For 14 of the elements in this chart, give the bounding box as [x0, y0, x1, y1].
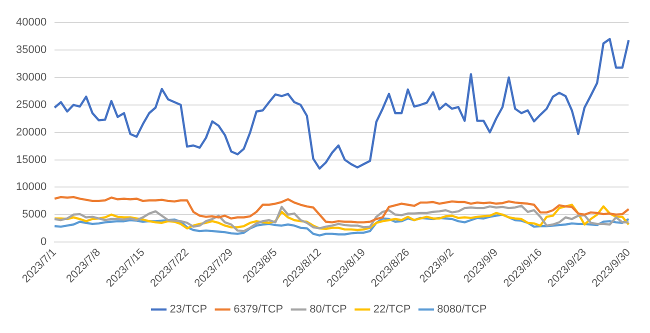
y-tick-label: 20000: [16, 126, 47, 138]
y-tick-label: 30000: [16, 71, 47, 84]
legend-label: 6379/TCP: [234, 304, 284, 316]
y-tick-label: 25000: [16, 98, 47, 111]
y-tick-label: 35000: [16, 44, 47, 56]
y-tick-label: 5000: [22, 208, 47, 221]
y-tick-label: 0: [40, 236, 47, 248]
legend-label: 23/TCP: [170, 304, 208, 316]
legend-label: 80/TCP: [310, 304, 347, 316]
legend-label: 8080/TCP: [437, 304, 487, 316]
y-tick-label: 15000: [16, 154, 47, 166]
y-tick-label: 40000: [16, 16, 47, 29]
y-tick-label: 10000: [16, 181, 47, 194]
legend-label: 22/TCP: [373, 304, 411, 316]
